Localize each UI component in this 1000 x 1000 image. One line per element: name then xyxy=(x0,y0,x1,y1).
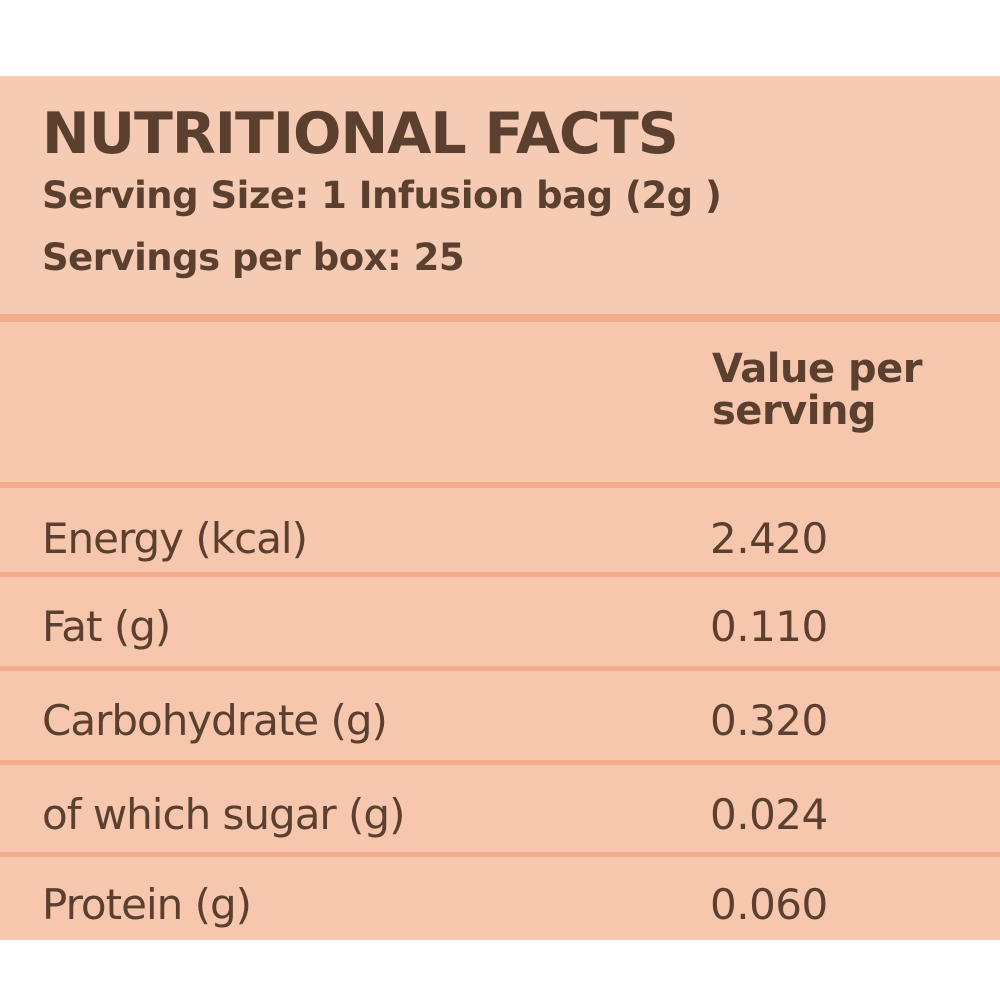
nutrition-facts-panel: NUTRITIONAL FACTS Serving Size: 1 Infusi… xyxy=(0,76,1000,940)
table-row: of which sugar (g) 0.024 xyxy=(0,772,1000,862)
nutrient-value: 2.420 xyxy=(710,514,828,563)
header-section: NUTRITIONAL FACTS Serving Size: 1 Infusi… xyxy=(0,76,1000,316)
divider xyxy=(0,482,1000,488)
table-row: Protein (g) 0.060 xyxy=(0,862,1000,952)
divider xyxy=(0,572,1000,577)
column-header: Value per serving xyxy=(712,346,923,434)
nutrient-value: 0.110 xyxy=(710,602,828,651)
column-header-line1: Value per xyxy=(712,346,923,392)
nutrient-value: 0.024 xyxy=(710,790,828,839)
table-row: Fat (g) 0.110 xyxy=(0,584,1000,674)
divider xyxy=(0,314,1000,322)
nutrient-value: 0.320 xyxy=(710,696,828,745)
nutrient-label: Protein (g) xyxy=(42,880,252,929)
serving-size: Serving Size: 1 Infusion bag (2g ) xyxy=(42,174,722,217)
nutrient-label: of which sugar (g) xyxy=(42,790,405,839)
divider xyxy=(0,852,1000,857)
nutrient-value: 0.060 xyxy=(710,880,828,929)
table-row: Carbohydrate (g) 0.320 xyxy=(0,678,1000,768)
title: NUTRITIONAL FACTS xyxy=(42,101,679,167)
divider xyxy=(0,760,1000,765)
servings-per-box: Servings per box: 25 xyxy=(42,236,465,279)
column-header-line2: serving xyxy=(712,388,877,434)
nutrient-label: Energy (kcal) xyxy=(42,514,308,563)
divider xyxy=(0,666,1000,671)
table-row: Energy (kcal) 2.420 xyxy=(0,496,1000,586)
nutrient-label: Carbohydrate (g) xyxy=(42,696,388,745)
nutrient-label: Fat (g) xyxy=(42,602,171,651)
